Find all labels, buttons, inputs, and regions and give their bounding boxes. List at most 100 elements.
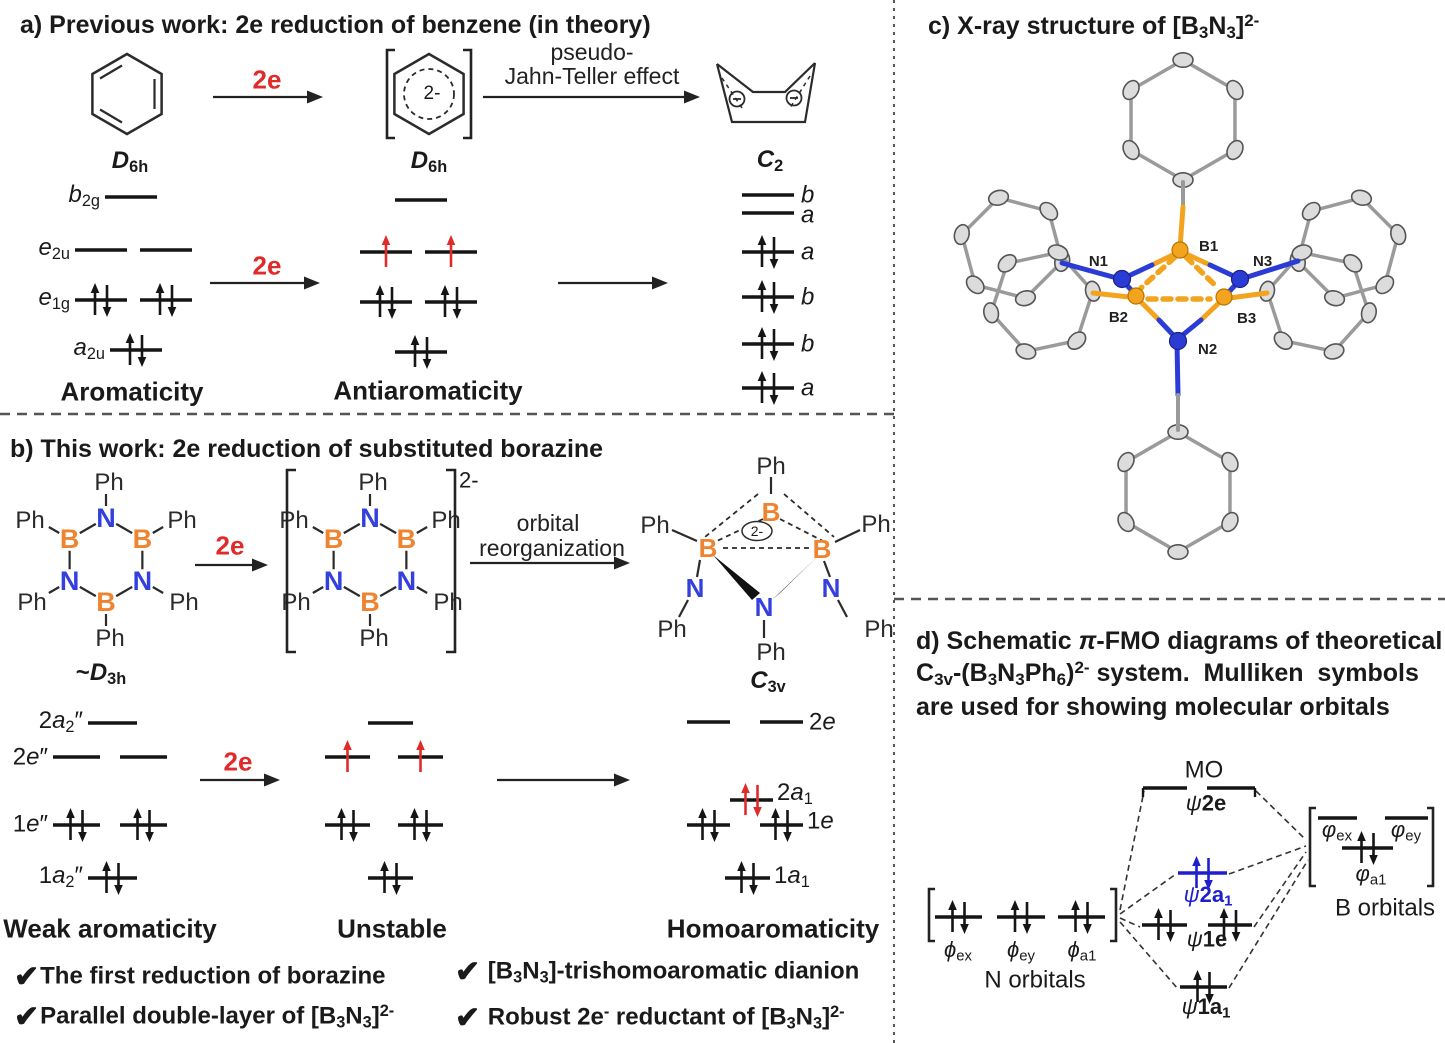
boat-dianion-structure [715,62,817,124]
carbon-ellipsoid [1015,343,1037,360]
reaction-arrow-head [614,773,630,787]
electron-up-arrow [757,371,767,381]
electron-up-arrow [446,235,456,245]
electron-down-arrow [749,885,758,895]
carbon-bond [1130,148,1184,182]
svg-text:Ph: Ph [861,511,890,538]
carbon-ellipsoid [1221,451,1239,473]
carbon-ellipsoid [1014,290,1037,307]
carbon-ellipsoid [1390,223,1407,246]
svg-text:N: N [686,573,705,603]
electron-down-arrow [78,832,87,842]
carbon-bond [1177,520,1231,554]
electron-up-arrow [440,285,450,295]
svg-text:Ph: Ph [657,616,686,643]
carbon-ellipsoid [1273,331,1293,351]
electron-down-arrow [1204,880,1213,890]
substituent-bond [48,586,60,594]
electron-up-arrow [343,740,352,750]
svg-text:N: N [822,573,841,603]
carbon-ellipsoid [1301,201,1321,221]
electron-down-arrow [783,832,792,842]
wedge-bond [713,555,760,600]
bracket [446,468,457,654]
electron-up-arrow [410,808,419,818]
reaction-arrow-head [614,556,630,570]
electron-up-arrow [102,861,111,871]
carbon-bond [1177,430,1231,464]
reaction-arrow-head [252,558,268,572]
electron-up-arrow [757,327,767,337]
electron-up-arrow [337,808,346,818]
electron-down-arrow [1231,932,1241,942]
electron-down-arrow [422,359,432,369]
electron-up-arrow [381,235,391,245]
reaction-arrow-head [307,90,323,104]
mo-diagrams-layer [53,48,1435,1004]
carbon-ellipsoid [1226,139,1244,161]
boron-atom [1171,241,1189,259]
carbon-ellipsoid [997,253,1017,273]
ring-atom-N: N [397,566,417,596]
electron-up-arrow [133,808,142,818]
electron-up-arrow [90,283,100,293]
ring-bond [79,522,97,535]
correlation-dash [1228,859,1309,989]
ring-bond [115,522,133,535]
phenyl-label: Ph [358,469,387,496]
substituent-bond [312,526,324,534]
carbon-ellipsoid [1360,302,1378,324]
cage-atoms: B B B N N N [686,497,841,622]
svg-text:B: B [699,533,718,563]
electron-up-arrow [757,280,767,290]
ring-atom-B: B [397,524,417,554]
cage-phenyls: Ph Ph Ph Ph Ph Ph [640,453,893,666]
electron-down-arrow [769,395,779,405]
electron-up-arrow [948,900,957,910]
substituent-bond [312,586,324,594]
electron-up-arrow [1154,908,1163,918]
bracket [463,48,473,140]
carbon-bond [1125,430,1179,464]
carbon-bond [1182,58,1236,92]
carbon-ellipsoid [1047,244,1069,261]
bracket [927,887,935,943]
carbon-ellipsoid [1343,253,1363,273]
ring-atom-B: B [324,524,344,554]
electron-down-arrow [422,832,431,842]
electron-down-arrow [392,885,401,895]
bracket [1110,887,1118,943]
electron-down-arrow [1022,924,1032,934]
correlation-dash [1253,851,1307,928]
carbon-bond [1182,148,1236,182]
c3v-cage-structure: 2- B B B N N N Ph Ph Ph Ph Ph Ph [640,453,893,666]
substituent-bond [416,526,428,534]
benzene-structure [91,52,163,136]
correlation-dash [1119,790,1145,911]
reaction-arrow-head [304,276,320,290]
wedge-bond [772,556,818,600]
ring-atom-B: B [133,524,153,554]
carbon-ellipsoid [1122,139,1140,161]
b-b-dashed-bond [1138,254,1178,291]
electron-up-arrow [757,235,767,245]
svg-text:N: N [755,592,774,622]
electron-down-arrow [1166,932,1175,942]
electron-up-arrow [771,808,780,818]
ring-atom-N: N [96,503,116,533]
electron-down-arrow [1083,924,1092,934]
boron-atom [1215,288,1233,306]
cage-charge-label: 2- [751,523,764,539]
correlation-dash [1228,845,1307,875]
substituent-bond [152,526,164,534]
ring-atom-N: N [360,503,380,533]
b-b-dashed-bond [1183,254,1221,291]
electron-down-arrow [1369,855,1378,865]
carbon-ellipsoid [1291,244,1313,261]
benzene-dianion-structure: 2- [393,52,465,136]
electron-up-arrow [1192,856,1201,866]
carbon-ellipsoid [1323,290,1346,307]
carbon-ellipsoid [1117,451,1135,473]
